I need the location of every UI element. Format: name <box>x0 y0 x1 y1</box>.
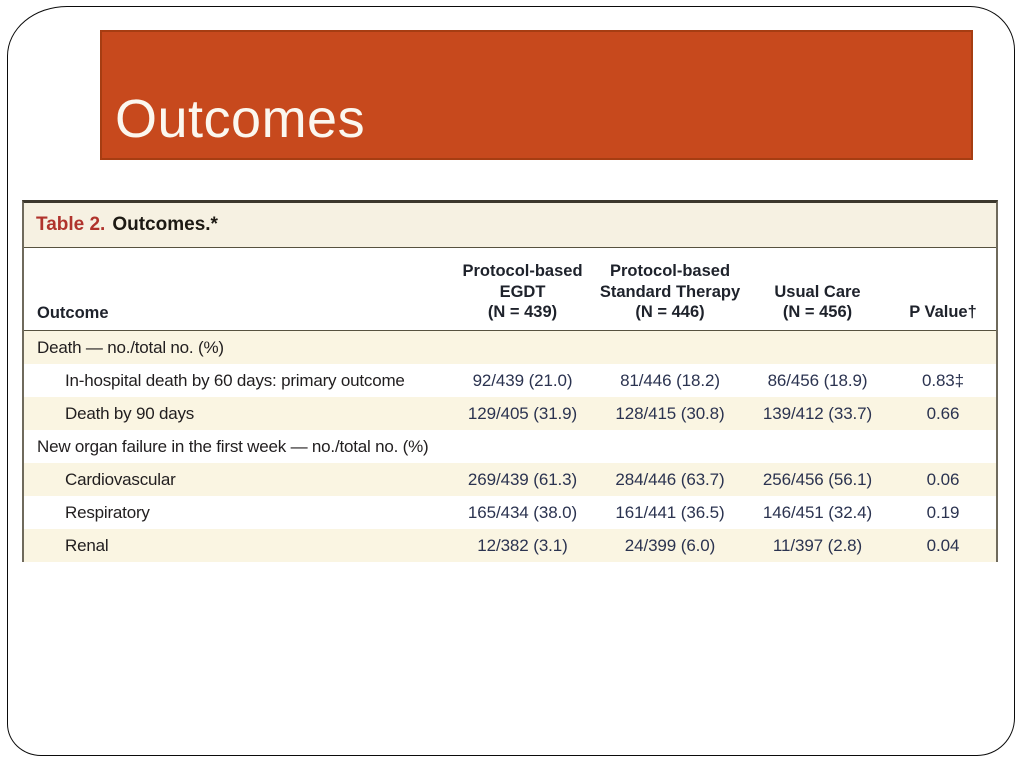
column-header-outcome: Outcome <box>37 304 109 322</box>
cell-standard: 284/446 (63.7) <box>615 469 725 489</box>
row-label: New organ failure in the first week — no… <box>37 436 429 456</box>
cell-standard: 24/399 (6.0) <box>624 535 716 555</box>
title-banner: Outcomes <box>100 30 973 160</box>
cell-pvalue: 0.66 <box>926 403 960 423</box>
cell-egdt: 269/439 (61.3) <box>467 469 578 489</box>
table-row: Death by 90 days 129/405 (31.9) 128/415 … <box>24 397 996 430</box>
column-header-standard-therapy: Protocol-based Standard Therapy (N = 446… <box>599 262 741 322</box>
cell-pvalue: 0.83‡ <box>921 370 965 390</box>
table-body: Death — no./total no. (%) In-hospital de… <box>24 331 996 562</box>
cell-pvalue: 0.19 <box>926 502 960 522</box>
column-header-egdt: Protocol-based EGDT (N = 439) <box>462 262 583 322</box>
cell-usual: 139/412 (33.7) <box>762 403 873 423</box>
table-header-row: Outcome Protocol-based EGDT (N = 439) Pr… <box>24 248 996 331</box>
cell-usual: 11/397 (2.8) <box>772 535 863 555</box>
cell-usual: 146/451 (32.4) <box>762 502 873 522</box>
table-row: Renal 12/382 (3.1) 24/399 (6.0) 11/397 (… <box>24 529 996 562</box>
outcomes-table-figure: Table 2. Outcomes.* Outcome Protocol-bas… <box>22 200 998 562</box>
table-caption: Outcomes.* <box>112 214 218 235</box>
table-number-label: Table 2. <box>36 214 106 235</box>
cell-standard: 81/446 (18.2) <box>620 370 720 390</box>
table-row: In-hospital death by 60 days: primary ou… <box>24 364 996 397</box>
cell-usual: 256/456 (56.1) <box>762 469 873 489</box>
cell-egdt: 92/439 (21.0) <box>472 370 573 390</box>
cell-pvalue: 0.06 <box>926 469 960 489</box>
slide-title: Outcomes <box>115 89 366 149</box>
column-header-p-value: P Value† <box>909 303 977 322</box>
row-label: In-hospital death by 60 days: primary ou… <box>65 370 405 390</box>
cell-standard: 128/415 (30.8) <box>615 403 725 423</box>
row-label: Death by 90 days <box>65 403 195 423</box>
table-row: Cardiovascular 269/439 (61.3) 284/446 (6… <box>24 463 996 496</box>
cell-usual: 86/456 (18.9) <box>767 370 868 390</box>
row-label: Renal <box>65 535 109 555</box>
cell-egdt: 12/382 (3.1) <box>477 535 568 555</box>
row-label: Cardiovascular <box>65 469 176 489</box>
cell-standard: 161/441 (36.5) <box>615 502 725 522</box>
row-label: Death — no./total no. (%) <box>37 337 224 357</box>
table-row: Death — no./total no. (%) <box>24 331 996 364</box>
column-header-usual-care: Usual Care (N = 456) <box>774 282 861 322</box>
cell-pvalue: 0.04 <box>926 535 960 555</box>
cell-egdt: 129/405 (31.9) <box>467 403 578 423</box>
slide-border-frame <box>7 6 1015 756</box>
table-row: New organ failure in the first week — no… <box>24 430 996 463</box>
cell-egdt: 165/434 (38.0) <box>467 502 578 522</box>
row-label: Respiratory <box>65 502 150 522</box>
table-title-bar: Table 2. Outcomes.* <box>24 203 996 248</box>
table-row: Respiratory 165/434 (38.0) 161/441 (36.5… <box>24 496 996 529</box>
